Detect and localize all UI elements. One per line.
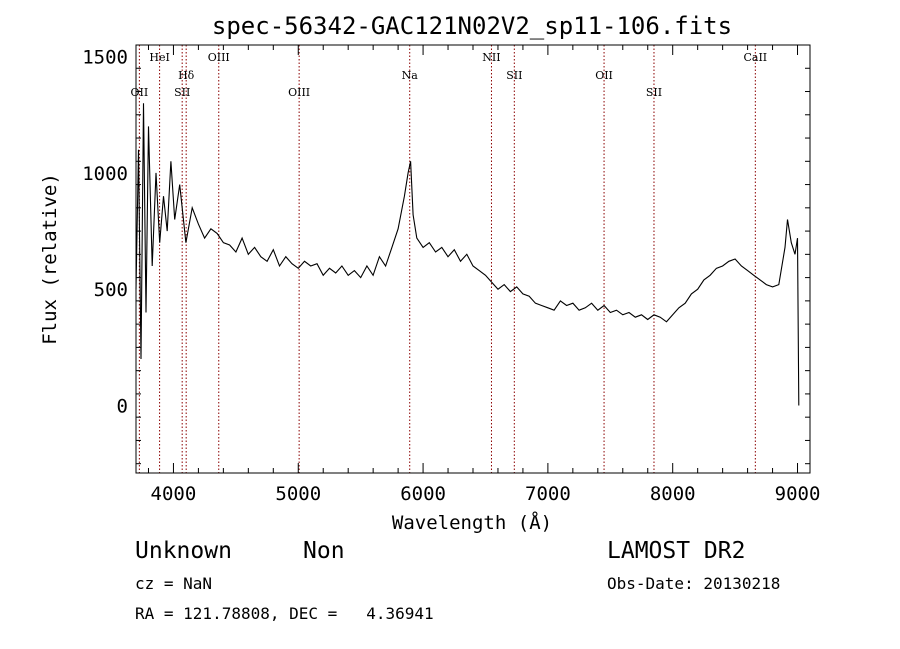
x-tick-label: 8000: [650, 483, 696, 505]
chart-title: spec-56342-GAC121N02V2_sp11-106.fits: [212, 12, 732, 40]
line-marker-label: NII: [482, 51, 500, 64]
line-marker-label: SII: [646, 86, 662, 99]
y-tick-label: 1000: [82, 163, 128, 185]
y-tick-label: 0: [117, 396, 128, 418]
line-marker-label: OII: [131, 86, 149, 99]
x-tick-label: 9000: [775, 483, 821, 505]
x-axis-label: Wavelength (Å): [392, 511, 552, 534]
coordinates: RA = 121.78808, DEC = 4.36941: [135, 604, 434, 623]
x-axis: 4000 5000 6000 7000 8000 9000: [147, 45, 821, 505]
plot-frame: [135, 44, 811, 474]
x-tick-label: 4000: [151, 483, 197, 505]
line-marker-label: Na: [402, 69, 419, 82]
y-tick-label: 1500: [82, 47, 128, 69]
line-marker-label: SII: [506, 69, 522, 82]
x-tick-label: 6000: [400, 483, 446, 505]
y-axis-label: Flux (relative): [39, 173, 61, 345]
line-marker-label: OIII: [288, 86, 310, 99]
class-label: Unknown: [135, 538, 232, 564]
line-marker-label: SII: [174, 86, 190, 99]
x-tick-label: 5000: [275, 483, 321, 505]
y-axis: 0 500 1000 1500: [82, 47, 810, 465]
line-marker-label: HeI: [149, 51, 169, 64]
subclass-label: Non: [303, 538, 345, 564]
line-marker-label: OII: [595, 69, 613, 82]
cz-value: cz = NaN: [135, 574, 213, 593]
line-marker-label: Hδ: [178, 69, 195, 82]
x-tick-label: 7000: [525, 483, 571, 505]
y-tick-label: 500: [94, 279, 128, 301]
line-marker-label: OIII: [208, 51, 230, 64]
obs-date: Obs-Date: 20130218: [607, 574, 781, 593]
line-markers: OII HeI Hδ SII OIII OIII Na NII SII OII SII CaII: [131, 45, 767, 473]
spectrum-line: [135, 103, 800, 406]
survey-label: LAMOST DR2: [607, 538, 746, 564]
line-marker-label: CaII: [743, 51, 767, 64]
